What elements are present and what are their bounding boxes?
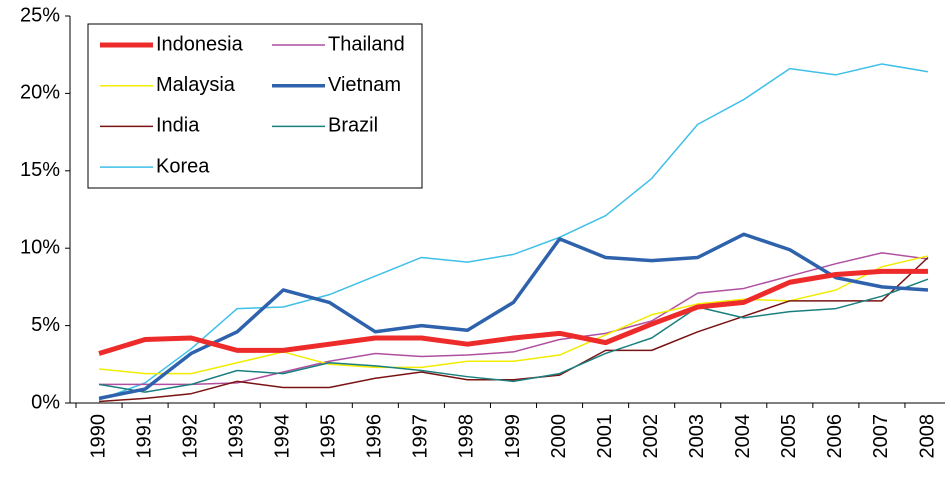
legend-label: Korea xyxy=(156,155,210,177)
series-line xyxy=(98,278,929,393)
x-tick-label: 1999 xyxy=(502,414,524,459)
x-tick-label: 2001 xyxy=(594,414,616,459)
x-tick-label: 2000 xyxy=(548,414,570,459)
x-tick-label: 1990 xyxy=(87,414,109,459)
y-tick-label: 15% xyxy=(20,159,60,181)
y-tick-label: 25% xyxy=(20,4,60,26)
x-tick-label: 1997 xyxy=(410,414,432,459)
y-tick-label: 0% xyxy=(31,391,60,413)
legend-label: Vietnam xyxy=(328,74,401,96)
x-tick-label: 2004 xyxy=(732,414,754,459)
series-line xyxy=(98,268,928,356)
series-line xyxy=(99,252,929,386)
y-tick-label: 10% xyxy=(20,236,60,258)
legend-label: Brazil xyxy=(328,115,378,137)
x-tick-label: 2003 xyxy=(686,414,708,459)
x-tick-label: 2007 xyxy=(870,414,892,459)
series-line xyxy=(98,63,929,401)
legend-label: Thailand xyxy=(328,33,405,55)
x-tick-label: 2008 xyxy=(916,414,938,459)
x-tick-label: 1993 xyxy=(225,414,247,459)
series-line xyxy=(98,232,929,401)
legend-label: Indonesia xyxy=(156,33,244,55)
x-tick-label: 2002 xyxy=(640,414,662,459)
legend-box xyxy=(87,23,423,189)
legend-label: India xyxy=(156,115,200,137)
series-line xyxy=(98,256,929,403)
x-tick-label: 1994 xyxy=(272,414,294,459)
y-tick-label: 20% xyxy=(20,82,60,104)
legend-label: Malaysia xyxy=(156,74,236,96)
x-tick-label: 1992 xyxy=(179,414,201,459)
x-tick-label: 1991 xyxy=(133,414,155,459)
y-tick-label: 5% xyxy=(31,314,60,336)
x-tick-label: 2006 xyxy=(824,414,846,459)
x-tick-label: 1996 xyxy=(364,414,386,459)
x-tick-label: 2005 xyxy=(778,414,800,459)
x-tick-label: 1998 xyxy=(456,414,478,459)
series-line xyxy=(98,255,929,375)
x-tick-label: 1995 xyxy=(318,414,340,459)
